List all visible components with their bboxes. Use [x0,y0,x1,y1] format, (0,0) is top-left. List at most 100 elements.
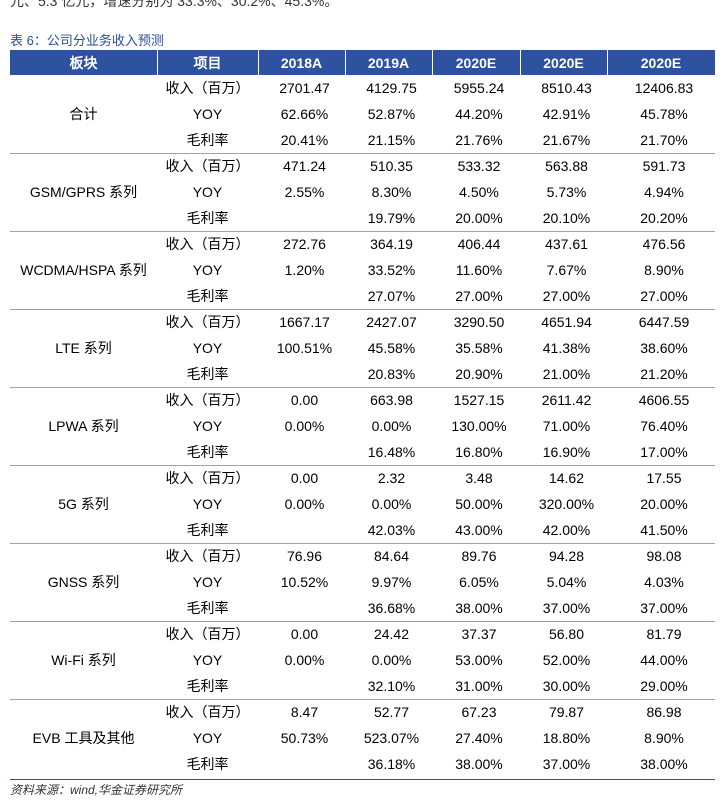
row-item: YOY [192,730,223,746]
value-cell: 35.58% [455,340,503,356]
group-name: 5G 系列 [58,496,109,512]
row-item: YOY [192,184,223,200]
value-cell: 37.00% [640,600,688,616]
value-cell: 21.15% [367,132,416,148]
value-cell: 2701.47 [279,80,330,96]
value-cell: 20.90% [455,366,503,382]
value-cell: 18.80% [542,730,591,746]
value-cell: 4.50% [459,184,499,200]
value-cell: 0.00% [371,496,412,512]
group-name: GSM/GPRS 系列 [29,184,138,200]
value-cell: 21.00% [542,366,591,382]
value-cell: 20.83% [367,366,416,382]
top-fragment: 元、5.3 亿元，增速分别为 33.3%、30.2%、45.3%。 [10,0,339,9]
value-cell: 1667.17 [279,314,330,330]
row-item: 收入（百万） [165,392,250,408]
value-cell: 42.00% [542,522,591,538]
group-divider [10,387,715,388]
value-cell: 53.00% [455,652,503,668]
value-cell: 36.68% [367,600,416,616]
row-item: 收入（百万） [165,626,250,642]
row-item: 收入（百万） [165,704,250,720]
group-name: WCDMA/HSPA 系列 [20,262,147,278]
value-cell: 3290.50 [453,314,505,330]
value-cell: 29.00% [640,678,688,694]
header-bar [10,50,715,75]
value-cell: 510.35 [370,158,413,174]
value-cell: 41.50% [640,522,688,538]
value-cell: 16.48% [367,444,416,460]
value-cell: 8.47 [290,704,319,720]
value-cell: 8.30% [371,184,412,200]
value-cell: 56.80 [548,626,585,642]
value-cell: 84.64 [373,548,410,564]
group-name: Wi-Fi 系列 [51,652,116,668]
value-cell: 663.98 [370,392,413,408]
group-divider [10,153,715,154]
group-name: GNSS 系列 [47,574,120,590]
row-item: 毛利率 [186,600,229,616]
value-cell: 8510.43 [541,80,592,96]
value-cell: 5.04% [546,574,587,590]
value-cell: 98.08 [646,548,682,564]
row-item: 收入（百万） [165,314,250,330]
row-item: YOY [192,496,223,512]
value-cell: 8.90% [644,730,684,746]
value-cell: 62.66% [280,106,329,122]
row-item: 毛利率 [186,288,229,304]
value-cell: 3.48 [465,470,493,486]
value-cell: 17.00% [640,444,688,460]
value-cell: 27.00% [455,288,503,304]
value-cell: 30.00% [542,678,591,694]
row-item: YOY [192,262,223,278]
value-cell: 10.52% [280,574,329,590]
value-cell: 42.03% [367,522,416,538]
value-cell: 20.41% [280,132,329,148]
value-cell: 0.00 [290,470,319,486]
value-cell: 38.00% [455,756,503,772]
value-cell: 476.56 [642,236,686,252]
header-cell: 项目 [193,54,222,71]
value-cell: 79.87 [548,704,585,720]
value-cell: 31.00% [455,678,503,694]
value-cell: 50.73% [280,730,329,746]
value-cell: 533.32 [457,158,501,174]
value-cell: 2.55% [284,184,325,200]
header-divider [607,50,608,75]
header-divider [520,50,521,75]
value-cell: 27.40% [455,730,503,746]
header-cell: 板块 [69,54,98,71]
row-item: 收入（百万） [165,236,250,252]
bottom-rule [10,779,715,780]
row-item: 毛利率 [186,678,229,694]
value-cell: 14.62 [548,470,585,486]
value-cell: 27.00% [640,288,688,304]
value-cell: 33.52% [367,262,416,278]
header-cell: 2020E [455,54,497,71]
value-cell: 37.00% [542,756,591,772]
row-item: 毛利率 [186,756,229,772]
group-divider [10,621,715,622]
group-name: LPWA 系列 [48,418,119,434]
source-note: 资料来源：wind,华金证券研究所 [10,783,183,797]
value-cell: 0.00 [290,626,319,642]
value-cell: 44.20% [455,106,503,122]
value-cell: 17.55 [646,470,682,486]
value-cell: 24.42 [373,626,410,642]
value-cell: 4.94% [644,184,684,200]
value-cell: 8.90% [644,262,684,278]
value-cell: 4.03% [644,574,684,590]
value-cell: 406.44 [457,236,501,252]
value-cell: 437.61 [545,236,588,252]
value-cell: 364.19 [370,236,413,252]
group-divider [10,465,715,466]
value-cell: 32.10% [367,678,416,694]
value-cell: 591.73 [642,158,686,174]
value-cell: 71.00% [542,418,591,434]
value-cell: 27.00% [542,288,591,304]
value-cell: 0.00% [284,496,325,512]
value-cell: 37.00% [542,600,591,616]
value-cell: 37.37 [461,626,497,642]
row-item: 毛利率 [186,132,229,148]
